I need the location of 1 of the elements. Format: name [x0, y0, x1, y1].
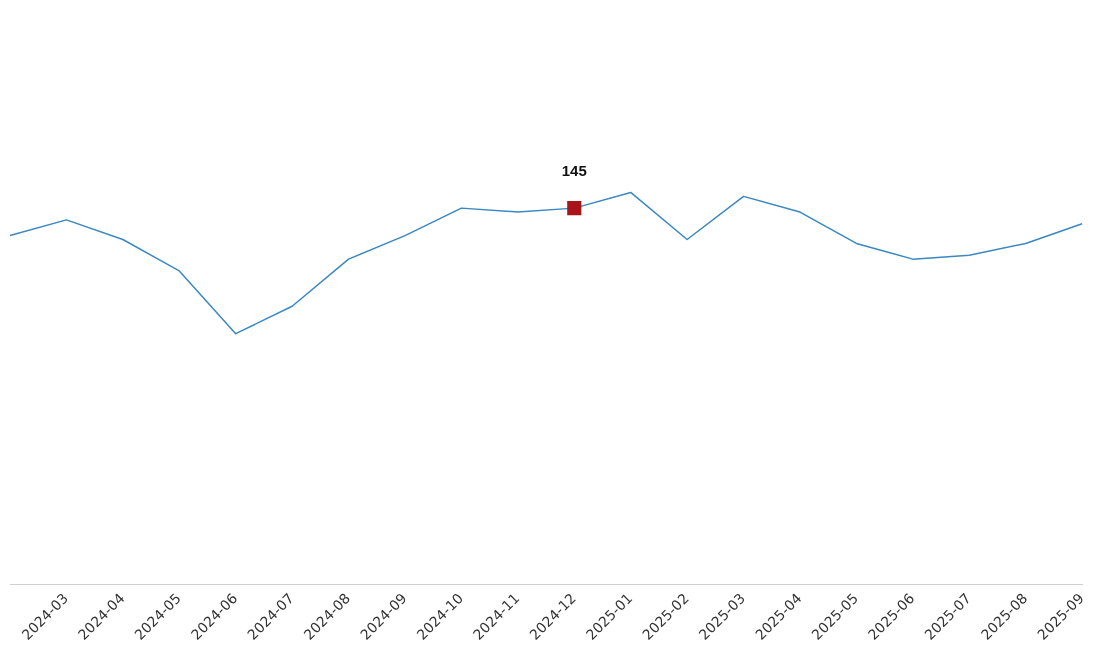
annotation: 145	[561, 162, 587, 180]
